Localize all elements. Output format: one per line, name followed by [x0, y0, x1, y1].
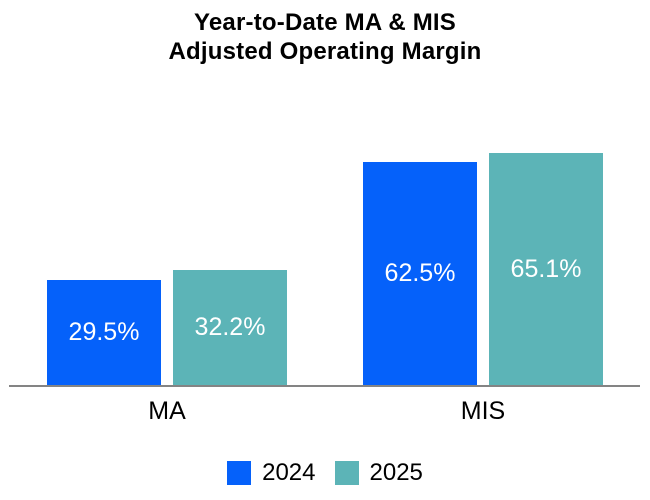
- chart-title-line2: Adjusted Operating Margin: [168, 38, 482, 65]
- chart-title-line1: Year-to-Date MA & MIS: [193, 9, 456, 36]
- legend-swatch-2025: [334, 461, 359, 485]
- bar-value-label: 65.1%: [510, 254, 582, 283]
- x-axis-label-ma: MA: [148, 397, 186, 425]
- bar-value-label: 32.2%: [194, 313, 266, 341]
- bar-value-label: 62.5%: [384, 259, 456, 287]
- x-axis-label-mis: MIS: [460, 397, 506, 425]
- bar-2025-mis: 65.1%: [489, 153, 603, 385]
- legend-label: 2025: [369, 459, 423, 486]
- legend-item-2024: 2024: [227, 459, 316, 487]
- x-axis-line: [9, 385, 640, 387]
- legend: 2024 2025: [0, 459, 650, 487]
- bar-2024-mis: 62.5%: [363, 162, 477, 385]
- bar-2025-ma: 32.2%: [173, 270, 287, 385]
- legend-label: 2024: [262, 459, 316, 486]
- bar-value-label: 29.5%: [68, 318, 140, 346]
- legend-swatch-2024: [227, 461, 252, 485]
- bar-2024-ma: 29.5%: [47, 280, 161, 385]
- legend-item-2025: 2025: [334, 459, 423, 487]
- chart-title: Year-to-Date MA & MIS Adjusted Operating…: [0, 8, 650, 66]
